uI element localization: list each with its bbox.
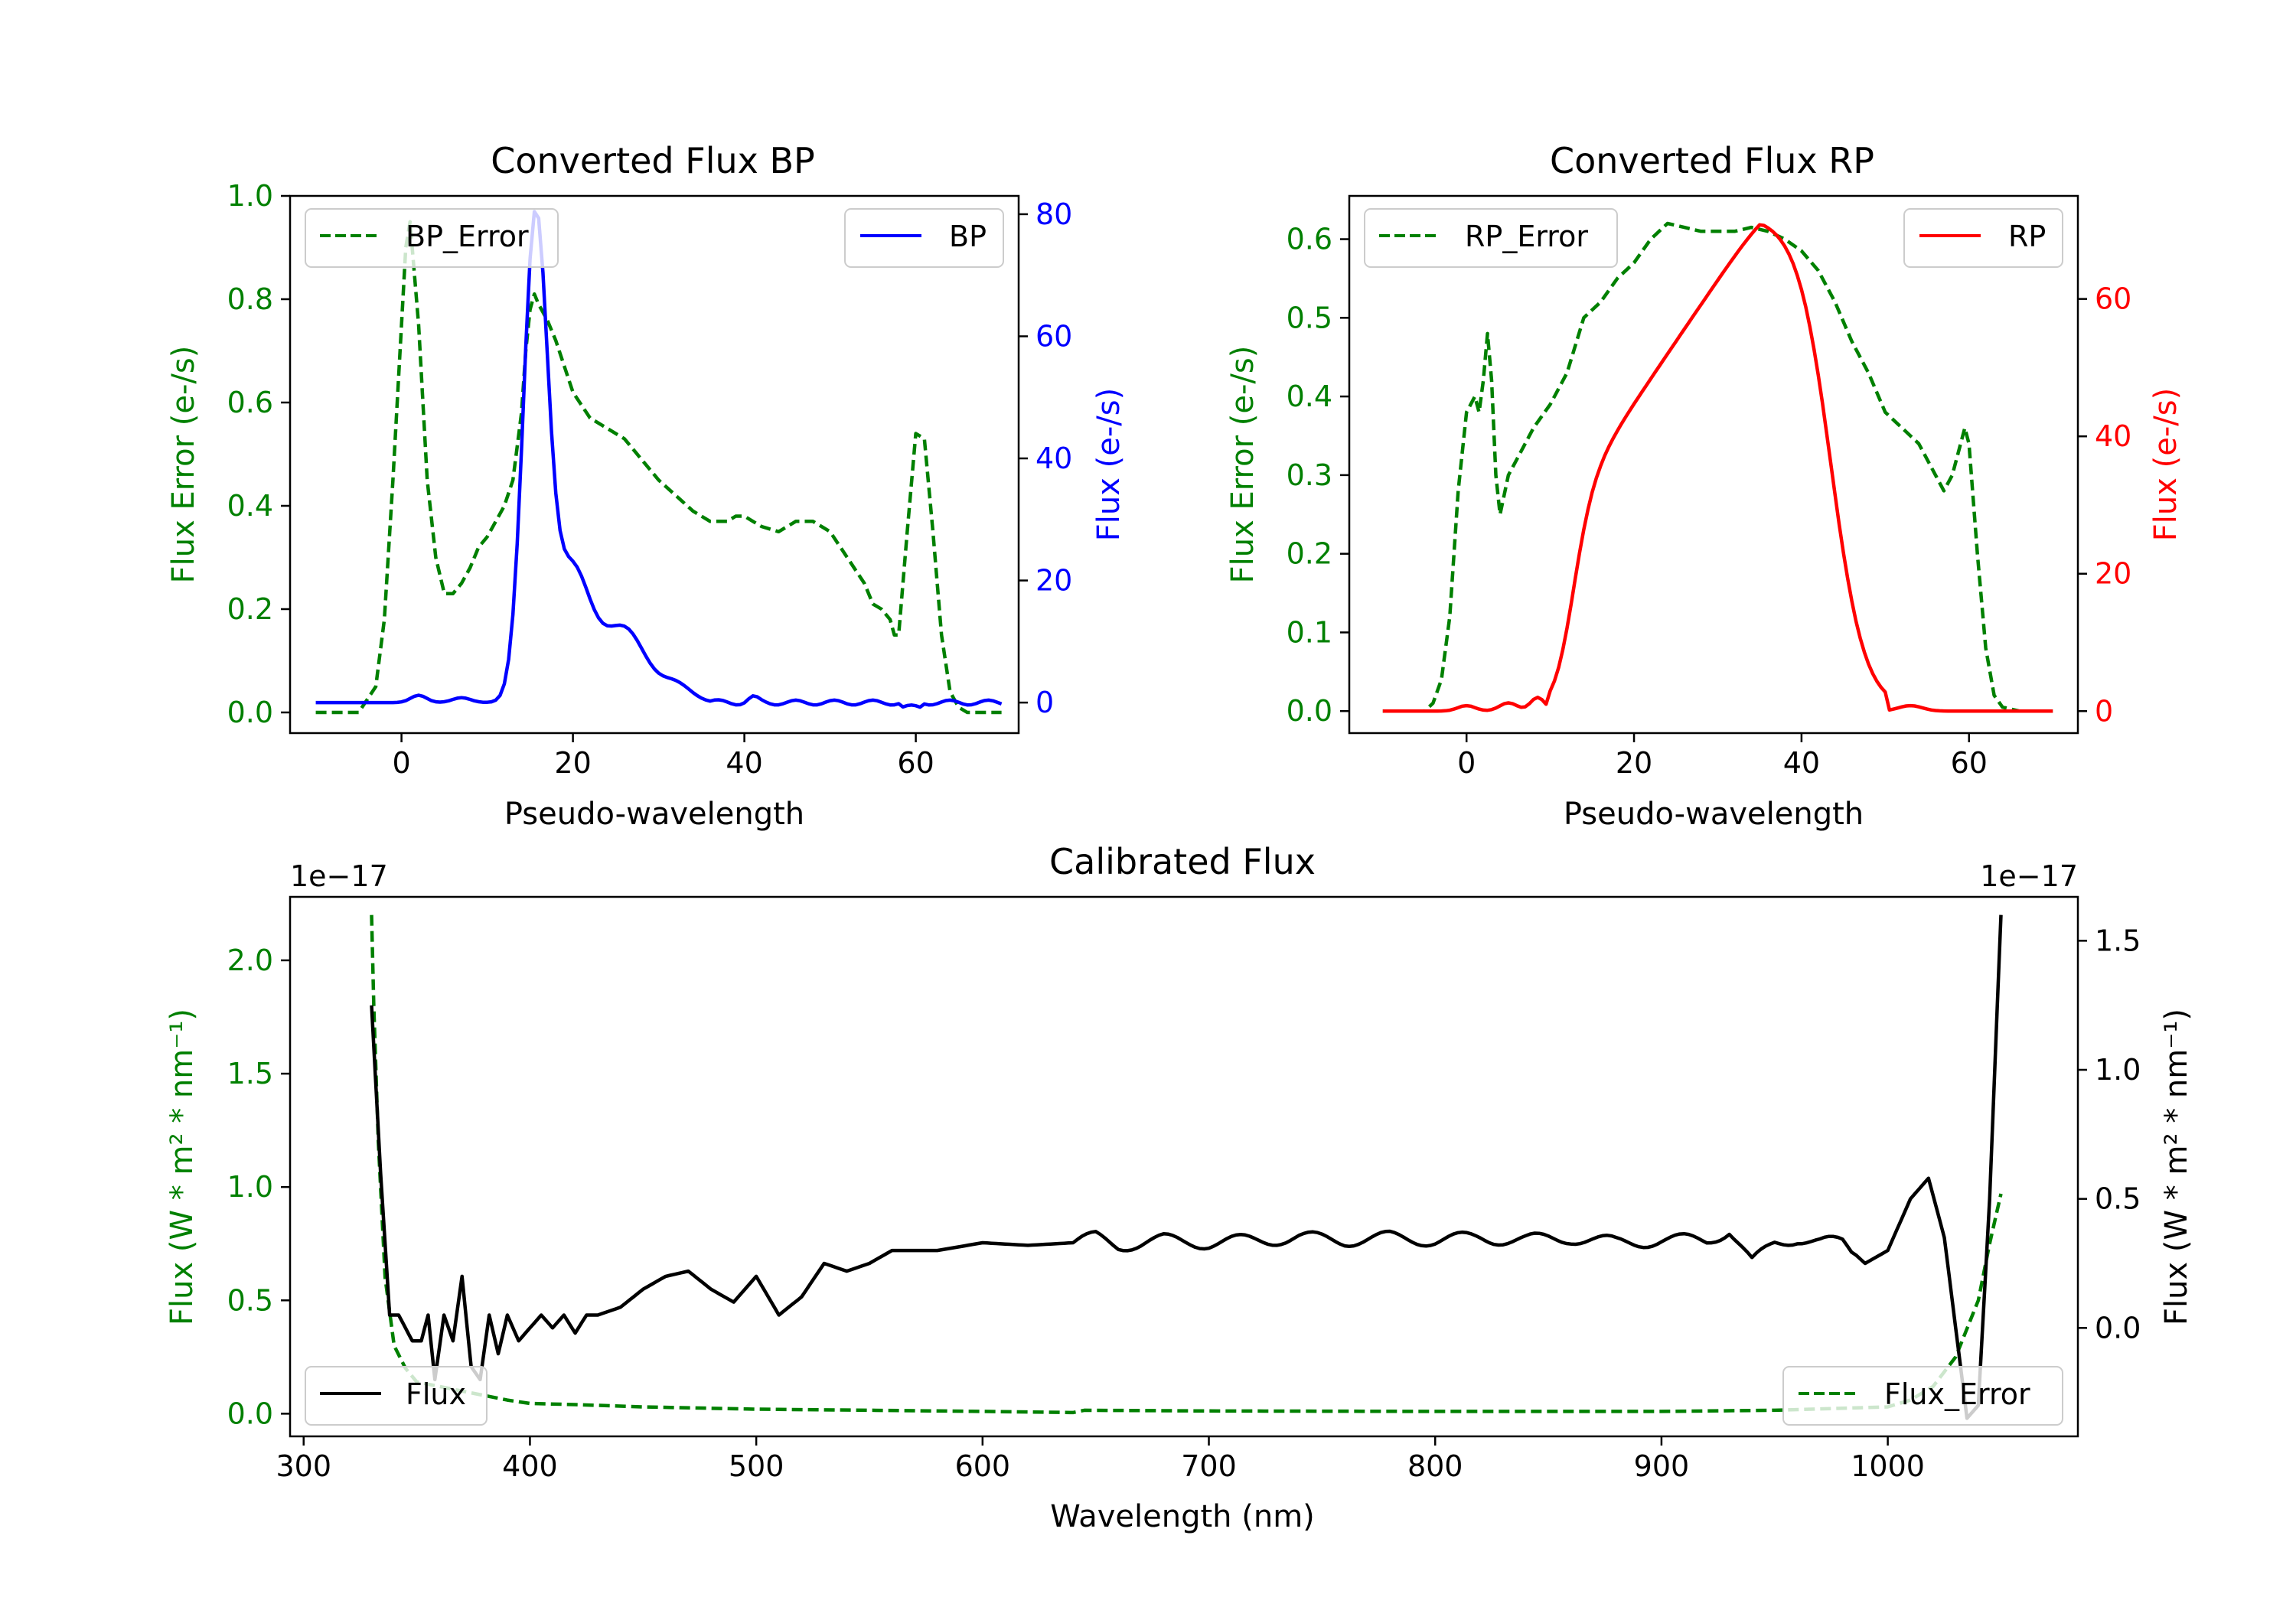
rp-legend-left-label: RP_Error <box>1465 220 1588 253</box>
cal-xtick-label: 700 <box>1181 1449 1237 1483</box>
rp-legend-left: RP_Error <box>1364 208 1618 268</box>
rp-ylabel-right: Flux (e-/s) <box>2148 388 2183 541</box>
bp-ytick-right-label: 0 <box>1035 686 1054 719</box>
bp-xtick-label: 40 <box>726 746 762 780</box>
bp-ytick-left-label: 0.4 <box>227 489 273 523</box>
rp-ytick-left-label: 0.2 <box>1287 537 1332 571</box>
bp-series-bp-error <box>315 220 1002 715</box>
cal-ytick-left-label: 1.0 <box>227 1170 273 1204</box>
rp-ytick-right-label: 40 <box>2095 419 2131 453</box>
rp-ytick-left-label: 0.5 <box>1287 301 1332 334</box>
rp-xlabel: Pseudo-wavelength <box>1564 797 1864 832</box>
cal-legend-right-label: Flux_Error <box>1884 1377 2030 1411</box>
cal-offset-left: 1e−17 <box>290 859 388 893</box>
cal-legend-right: Flux_Error <box>1782 1366 2063 1426</box>
rp-xtick-label: 60 <box>1951 746 1988 780</box>
bp-ytick-right-label: 20 <box>1035 564 1072 598</box>
bp-ytick-right-label: 40 <box>1035 442 1072 475</box>
rp-series-rp <box>1382 223 2053 713</box>
rp-ticks: 0 20 40 60 0.0 0.1 0.2 0.3 0.4 0.5 0.6 0 20 40 60 <box>1287 223 2132 780</box>
cal-xtick-label: 400 <box>502 1449 558 1483</box>
cal-title: Calibrated Flux <box>1049 841 1316 882</box>
cal-frame <box>289 895 2079 1438</box>
bp-series-bp <box>315 210 1003 709</box>
bp-plot-area <box>315 210 1003 715</box>
cal-ytick-right-label: 1.0 <box>2095 1053 2141 1087</box>
cal-xtick-label: 900 <box>1634 1449 1690 1483</box>
cal-ylabel-right: Flux (W * m² * nm⁻¹) <box>2159 1009 2194 1325</box>
cal-plot-area <box>370 914 2003 1420</box>
rp-series-rp-error <box>1382 221 2053 713</box>
bp-legend-left: BP_Error <box>305 208 559 268</box>
cal-xtick-label: 300 <box>276 1449 331 1483</box>
bp-xtick-label: 20 <box>554 746 591 780</box>
bp-ytick-left-label: 0.8 <box>227 282 273 316</box>
rp-ytick-right-label: 60 <box>2095 282 2131 316</box>
rp-xtick-label: 20 <box>1616 746 1652 780</box>
chart-rp: Converted Flux RP 0 20 40 60 0.0 0.1 0.2 0.3 0.4… <box>1225 140 2183 832</box>
cal-ylabel-left: Flux (W * m² * nm⁻¹) <box>165 1009 200 1325</box>
cal-ytick-left-label: 2.0 <box>227 944 273 977</box>
cal-xtick-label: 800 <box>1407 1449 1463 1483</box>
cal-ticks: 300 400 500 600 700 800 900 1000 0.0 0.5 1.0 1.5 2.0… <box>227 924 2141 1483</box>
rp-ytick-right-label: 20 <box>2095 557 2131 591</box>
bp-ytick-left-label: 0.2 <box>227 592 273 626</box>
bp-ytick-left-label: 1.0 <box>227 179 273 213</box>
cal-legends: Flux Flux_Error <box>305 1366 2063 1426</box>
rp-xtick-label: 40 <box>1783 746 1820 780</box>
rp-legend-right-label: RP <box>2008 220 2046 253</box>
bp-xtick-label: 60 <box>897 746 934 780</box>
cal-ytick-left-label: 0.5 <box>227 1283 273 1317</box>
bp-ytick-left-label: 0.6 <box>227 386 273 419</box>
cal-ytick-right-label: 0.5 <box>2095 1182 2141 1216</box>
cal-series-flux-error <box>370 914 2003 1415</box>
rp-ytick-left-label: 0.1 <box>1287 615 1332 649</box>
cal-offset-right: 1e−17 <box>1980 859 2078 893</box>
cal-legend-left-label: Flux <box>406 1377 466 1411</box>
chart-cal: Calibrated Flux 1e−17 1e−17 300 400 500 600… <box>165 841 2194 1534</box>
cal-xtick-label: 600 <box>955 1449 1011 1483</box>
cal-ytick-right-label: 1.5 <box>2095 924 2141 957</box>
cal-ytick-left-label: 0.0 <box>227 1397 273 1430</box>
bp-ytick-right-label: 80 <box>1035 197 1072 231</box>
bp-xtick-label: 0 <box>393 746 411 780</box>
cal-ytick-right-label: 0.0 <box>2095 1311 2141 1345</box>
bp-frame <box>289 194 1020 735</box>
bp-ytick-left-label: 0.0 <box>227 696 273 729</box>
rp-frame <box>1348 194 2079 735</box>
rp-ytick-left-label: 0.4 <box>1287 380 1332 413</box>
cal-legend-left: Flux <box>305 1366 488 1426</box>
rp-ylabel-left: Flux Error (e-/s) <box>1225 346 1261 584</box>
rp-ytick-left-label: 0.0 <box>1287 694 1332 728</box>
bp-ytick-right-label: 60 <box>1035 319 1072 353</box>
bp-ylabel-left: Flux Error (e-/s) <box>166 346 201 584</box>
bp-title: Converted Flux BP <box>491 140 815 181</box>
chart-bp: Converted Flux BP 0 20 40 60 0.0 0.2 0.4 0.6 0.8… <box>166 140 1127 832</box>
rp-xtick-label: 0 <box>1457 746 1476 780</box>
rp-title: Converted Flux RP <box>1550 140 1874 181</box>
cal-xtick-label: 1000 <box>1851 1449 1925 1483</box>
bp-legend-right-label: BP <box>949 220 987 253</box>
rp-ytick-left-label: 0.6 <box>1287 223 1332 256</box>
rp-plot-area <box>1382 221 2053 713</box>
bp-legend-left-label: BP_Error <box>406 220 529 253</box>
bp-ticks: 0 20 40 60 0.0 0.2 0.4 0.6 0.8 1.0 0 20 40 60 80 <box>227 179 1073 780</box>
rp-ytick-right-label: 0 <box>2095 694 2113 728</box>
cal-series-flux <box>370 914 2003 1420</box>
bp-xlabel: Pseudo-wavelength <box>504 797 804 832</box>
cal-xlabel: Wavelength (nm) <box>1050 1499 1315 1534</box>
bp-legend-right: BP <box>844 208 1004 268</box>
cal-ytick-left-label: 1.5 <box>227 1057 273 1090</box>
rp-legend-right: RP <box>1903 208 2063 268</box>
bp-ylabel-right: Flux (e-/s) <box>1091 388 1127 541</box>
cal-xtick-label: 500 <box>729 1449 784 1483</box>
rp-ytick-left-label: 0.3 <box>1287 458 1332 492</box>
